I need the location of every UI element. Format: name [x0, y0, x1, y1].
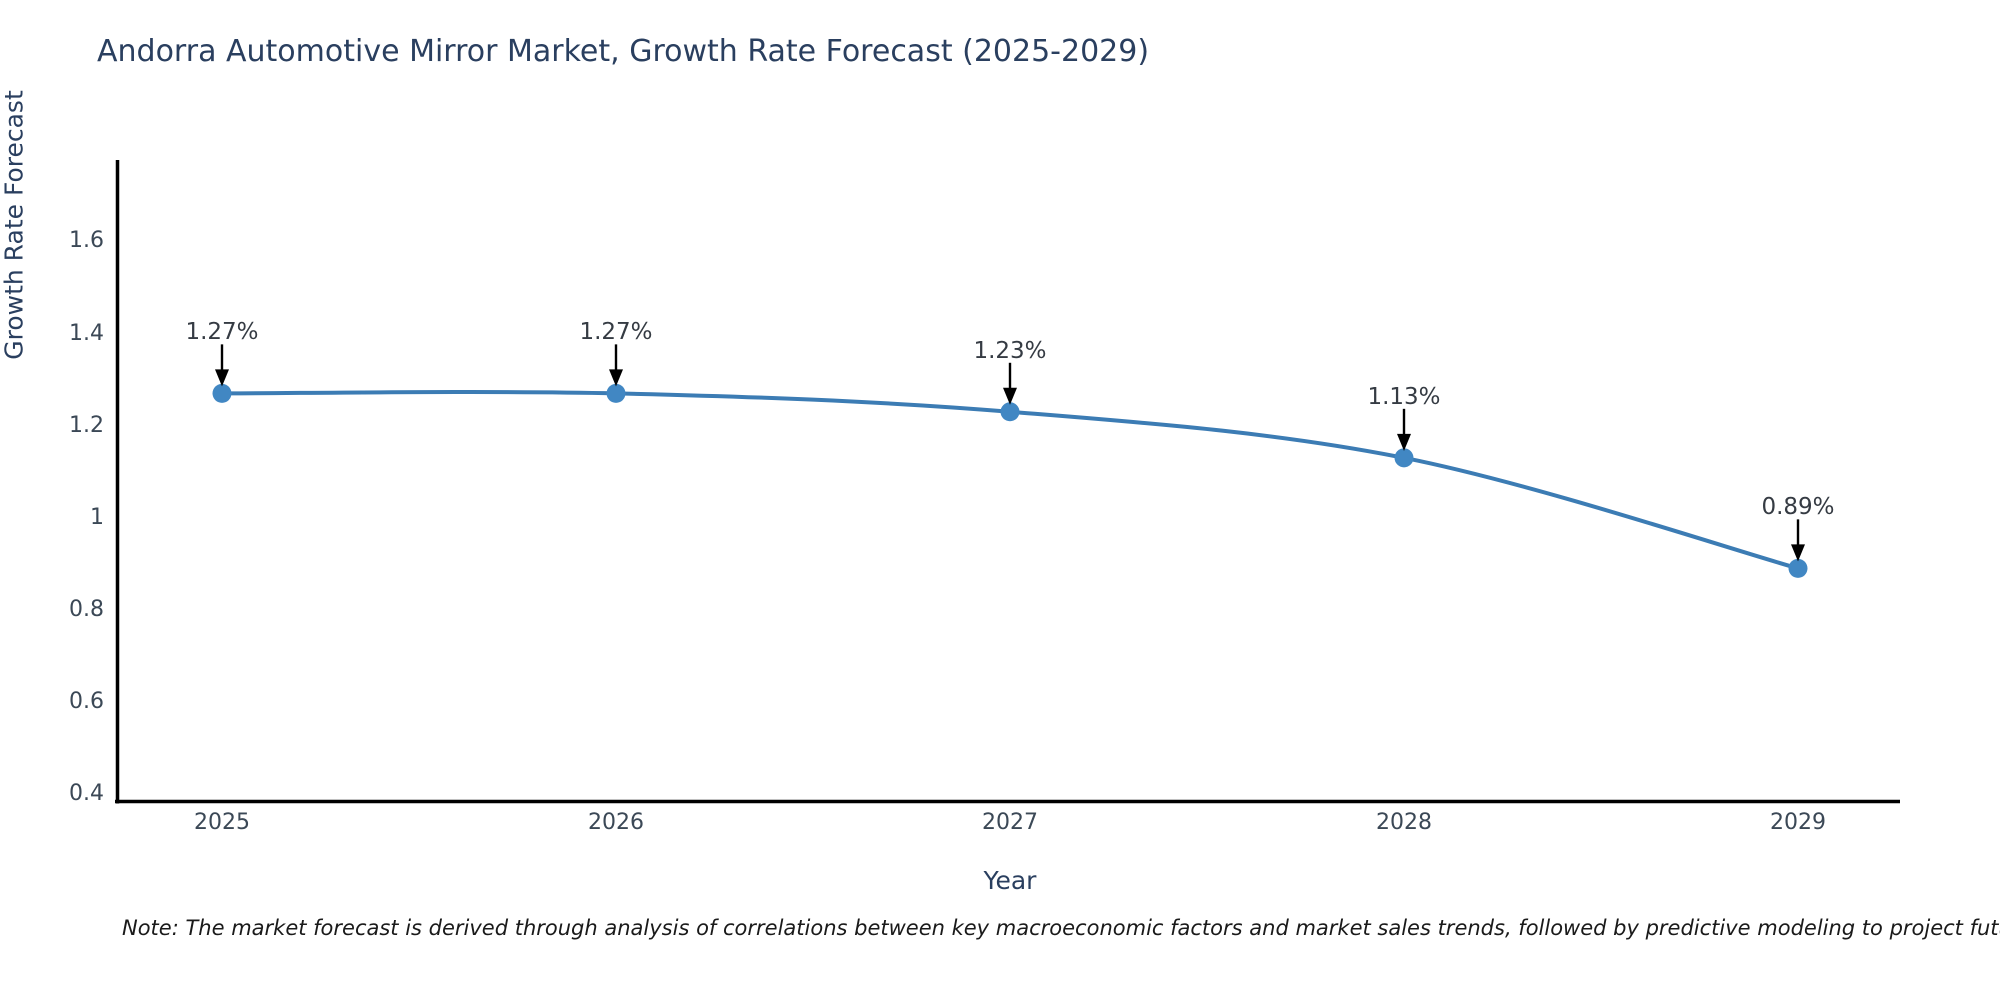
- point-value-label: 1.23%: [973, 337, 1047, 364]
- data-point-marker[interactable]: [1000, 402, 1020, 422]
- y-tick-label: 1: [90, 504, 104, 530]
- annotation-arrowhead: [215, 369, 229, 387]
- point-value-label: 0.89%: [1761, 494, 1835, 521]
- y-tick-label: 0.6: [69, 688, 104, 714]
- y-tick-label: 1.6: [69, 228, 104, 254]
- annotation-arrowhead: [609, 369, 623, 387]
- data-point-marker[interactable]: [1788, 558, 1808, 578]
- x-tick-label: 2027: [982, 810, 1038, 835]
- x-axis-title: Year: [983, 866, 1037, 895]
- data-point-marker[interactable]: [606, 383, 626, 403]
- point-value-label: 1.27%: [185, 319, 259, 346]
- y-tick-label: 1.4: [69, 320, 104, 346]
- data-point-marker[interactable]: [1394, 448, 1414, 468]
- x-tick-label: 2029: [1770, 810, 1826, 835]
- y-tick-label: 0.4: [69, 781, 104, 806]
- point-value-label: 1.27%: [579, 319, 653, 346]
- point-value-label: 1.13%: [1367, 383, 1441, 410]
- y-tick-label: 0.8: [69, 596, 104, 622]
- annotation-arrowhead: [1791, 544, 1805, 562]
- y-tick-label: 1.2: [69, 412, 104, 438]
- data-point-marker[interactable]: [212, 383, 232, 403]
- annotation-arrowhead: [1397, 433, 1411, 451]
- x-tick-label: 2026: [588, 810, 644, 835]
- chart-title: Andorra Automotive Mirror Market, Growth…: [97, 34, 1150, 69]
- x-tick-label: 2025: [194, 810, 250, 835]
- footnote: Note: The market forecast is derived thr…: [122, 916, 2000, 940]
- annotation-arrowhead: [1003, 387, 1017, 405]
- x-tick-label: 2028: [1376, 810, 1432, 835]
